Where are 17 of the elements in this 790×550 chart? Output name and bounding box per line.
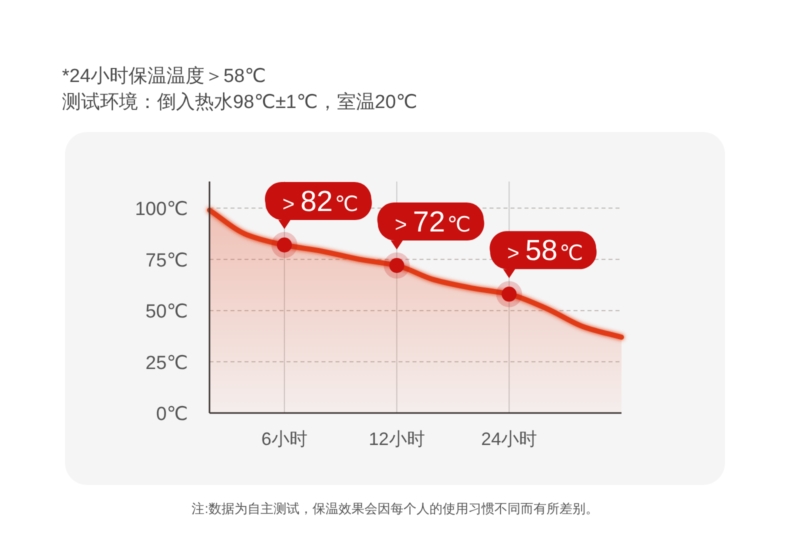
data-label: > 72℃ [377,202,484,250]
y-tick-label: 0℃ [156,404,188,425]
y-tick-label: 75℃ [146,250,188,272]
y-tick-label: 50℃ [146,302,188,323]
data-label: > 82℃ [264,182,372,229]
data-label: > 72℃ [394,206,471,238]
subtitle: 测试环境：倒入热水98℃±1℃，室温20℃ [62,92,418,113]
y-tick-label: 25℃ [146,352,188,374]
x-tick-label: 12小时 [368,429,425,449]
data-label: > 82℃ [282,186,358,218]
annotation: 注:数据为自主测试，保温效果会因每个人的使用习惯不同而有所差别。 [192,501,598,516]
x-tick-label: 6小时 [261,429,308,449]
title: *24小时保温温度＞58℃ [62,66,266,87]
y-tick-label: 100℃ [134,199,188,220]
x-tick-label: 24小时 [481,429,538,449]
data-label: > 58℃ [507,235,584,268]
data-label: > 58℃ [490,231,597,278]
